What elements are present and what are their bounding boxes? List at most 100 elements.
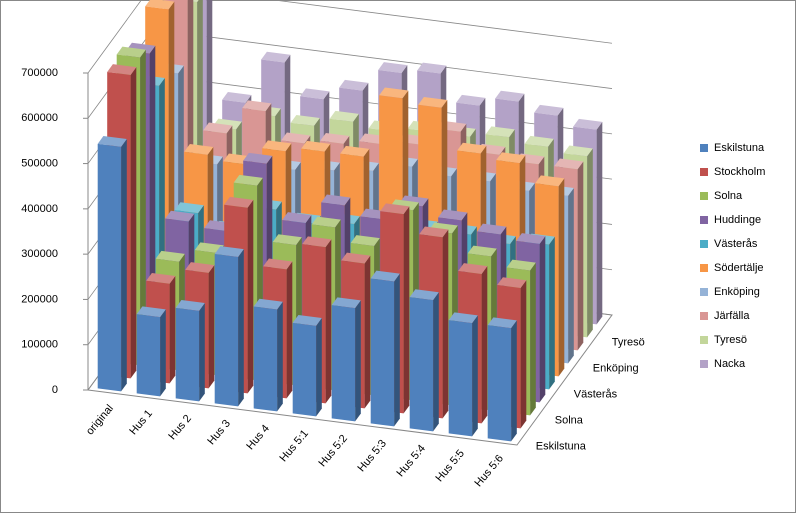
- legend-swatch: [700, 360, 708, 368]
- bar-front: [370, 278, 395, 427]
- bar-side: [355, 300, 361, 422]
- bar-front: [292, 322, 317, 417]
- bar: [487, 317, 517, 442]
- bar-top: [185, 262, 215, 273]
- bar-top: [175, 300, 205, 311]
- bar-top: [242, 100, 272, 112]
- bar-side: [130, 67, 137, 379]
- bar: [136, 306, 166, 397]
- bar-top: [457, 142, 487, 154]
- legend-label: Tyresö: [714, 334, 747, 346]
- bar-top: [311, 216, 341, 228]
- bar-top: [456, 94, 486, 106]
- bar-front: [448, 320, 473, 437]
- bar-top: [233, 174, 263, 186]
- bar: [214, 246, 244, 407]
- bar-top: [417, 62, 447, 74]
- bar-top: [107, 64, 137, 75]
- bar-top: [97, 136, 127, 147]
- bar-top: [340, 145, 370, 157]
- depth-tick-label: Solna: [555, 414, 584, 426]
- bar-top: [477, 223, 507, 235]
- bar-top: [261, 51, 291, 63]
- bar-top: [487, 317, 517, 329]
- bar-top: [458, 263, 488, 274]
- legend-label: Enköping: [714, 286, 760, 298]
- bar-top: [419, 226, 449, 238]
- bar-top: [214, 246, 244, 257]
- bar-top: [253, 298, 283, 310]
- bar-top: [272, 234, 302, 246]
- legend-label: Eskilstuna: [714, 142, 765, 154]
- bar: [448, 312, 478, 437]
- bar-top: [563, 145, 593, 157]
- depth-tick-label: Tyresö: [612, 336, 645, 348]
- bar-top: [302, 236, 332, 248]
- legend-swatch: [700, 288, 708, 296]
- bar-side: [511, 320, 517, 442]
- bar: [292, 315, 322, 417]
- legend-label: Solna: [714, 190, 743, 202]
- legend-label: Huddinge: [714, 214, 761, 226]
- bar-top: [224, 196, 254, 208]
- bar-top: [341, 252, 371, 264]
- bar-top: [146, 272, 176, 284]
- bar-top: [329, 110, 359, 122]
- legend-swatch: [700, 192, 708, 200]
- legend-label: Västerås: [714, 238, 758, 250]
- y-tick-label: 600000: [21, 112, 58, 124]
- bar-top: [339, 79, 369, 91]
- bar-top: [300, 88, 330, 100]
- bar-top: [485, 126, 515, 138]
- bar-top: [155, 250, 185, 262]
- bar-side: [208, 265, 215, 389]
- bar-top: [554, 158, 584, 170]
- bar: [409, 289, 439, 432]
- bar-side: [121, 139, 127, 392]
- legend-swatch: [700, 216, 708, 224]
- bar-top: [573, 118, 603, 130]
- legend-swatch: [700, 144, 708, 152]
- bar-top: [301, 140, 331, 152]
- bar-top: [495, 90, 525, 102]
- legend-swatch: [700, 312, 708, 320]
- bar-top: [243, 152, 273, 164]
- bar-top: [378, 62, 408, 73]
- bar-top: [409, 289, 439, 301]
- bar-side: [277, 301, 283, 412]
- bar-side: [558, 178, 565, 377]
- bar-front: [97, 143, 122, 392]
- bar-top: [534, 104, 564, 116]
- bar-top: [506, 259, 536, 271]
- legend-label: Järfälla: [714, 310, 750, 322]
- bar-side: [587, 148, 593, 338]
- bar-top: [497, 277, 527, 289]
- legend-label: Stockholm: [714, 166, 765, 178]
- bar-top: [496, 152, 526, 164]
- bar-top: [370, 270, 400, 282]
- y-tick-label: 0: [52, 384, 58, 396]
- legend-swatch: [700, 264, 708, 272]
- bar: [370, 270, 400, 427]
- bar-top: [292, 315, 322, 326]
- grid-line: [87, 0, 142, 74]
- bar-top: [116, 46, 146, 58]
- bar-top: [194, 242, 224, 254]
- legend-swatch: [700, 336, 708, 344]
- legend-swatch: [700, 240, 708, 248]
- bar: [97, 136, 127, 392]
- bar-top: [263, 258, 293, 270]
- bar-top: [136, 306, 166, 318]
- bar-front: [331, 305, 356, 422]
- y-tick-label: 700000: [21, 67, 58, 79]
- bar-side: [549, 236, 555, 390]
- bar-front: [253, 306, 278, 412]
- bar-side: [286, 261, 293, 399]
- bar-side: [403, 206, 410, 414]
- bar-side: [316, 318, 322, 417]
- bar-top: [535, 175, 565, 187]
- bar-top: [290, 114, 320, 126]
- bar-top: [331, 297, 361, 309]
- bar-top: [282, 212, 312, 223]
